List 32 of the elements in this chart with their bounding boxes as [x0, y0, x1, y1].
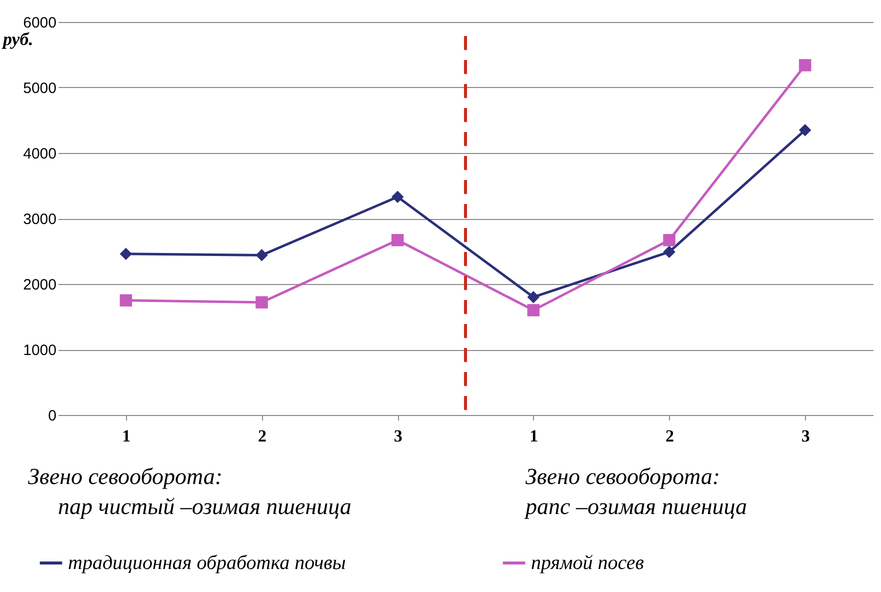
y-tick-label: 3000 [23, 211, 56, 228]
x-tick-label: 2 [666, 426, 674, 446]
y-tick-label: 1000 [23, 342, 56, 359]
point [798, 59, 812, 72]
point [391, 234, 404, 246]
point [391, 190, 404, 204]
point [256, 249, 268, 262]
text: Звено севооборота: [28, 464, 223, 489]
point [256, 296, 268, 308]
legend-label: традиционная обработка почвы [68, 552, 346, 574]
y-tick-label: 6000 [23, 14, 56, 32]
y-tick-label: 0 [48, 408, 56, 424]
point [798, 124, 812, 136]
y-axis-title: руб. [1, 29, 34, 49]
x-tick-label: 3 [801, 426, 810, 446]
point [663, 246, 676, 258]
text: рапс –озимая пшеница [524, 494, 748, 519]
y-tick-label: 5000 [23, 80, 56, 97]
text: Звено севооборота: [526, 464, 720, 489]
y-tick-label: 2000 [23, 276, 56, 294]
y-tick-label: 4000 [23, 146, 56, 162]
point [527, 304, 540, 316]
text: пар чистый –озимая пшеница [58, 494, 352, 519]
point [120, 294, 132, 306]
x-tick-label: 2 [258, 426, 266, 446]
x-tick-label: 1 [122, 426, 131, 446]
legend-label: прямой посев [531, 552, 644, 574]
point [527, 290, 540, 304]
point [120, 248, 132, 260]
point [663, 234, 676, 246]
x-tick-label: 1 [530, 426, 538, 446]
x-tick-label: 3 [394, 426, 402, 446]
